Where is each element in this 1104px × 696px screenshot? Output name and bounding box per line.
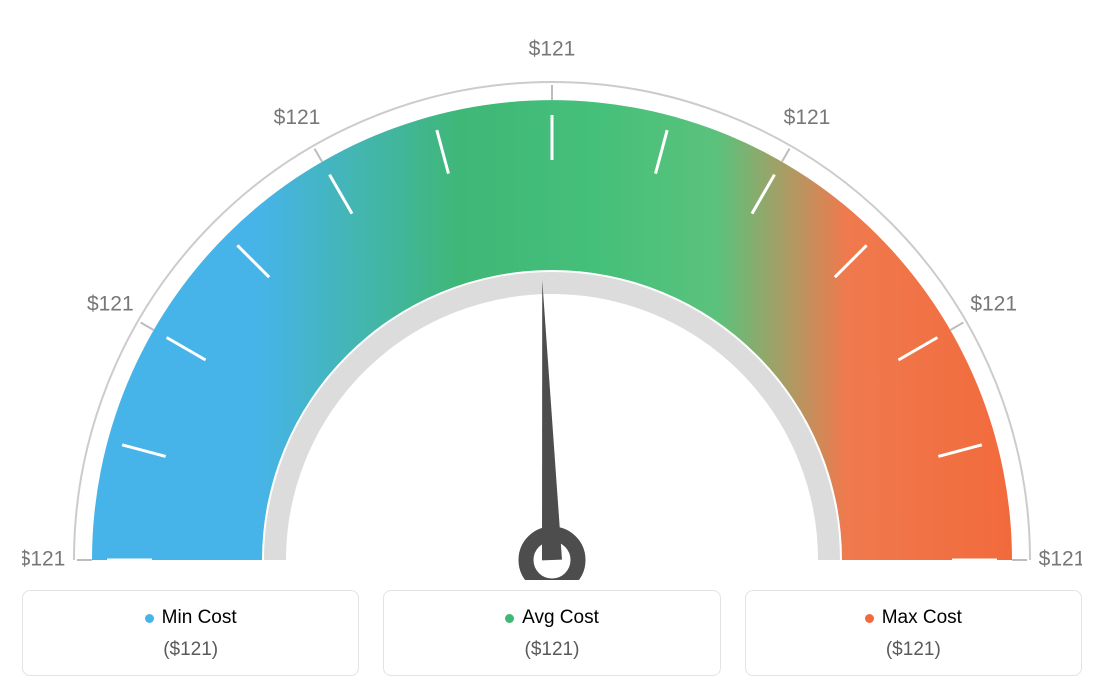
legend-title: Max Cost [865,607,962,629]
gauge-tick-label: $121 [22,548,65,571]
gauge-svg: $121 $121 $121 $121 $121 $121 $121 [22,20,1082,580]
legend-dot-icon [505,614,514,623]
gauge-chart: $121 $121 $121 $121 $121 $121 $121 [22,20,1082,580]
gauge-tick-label: $121 [970,293,1017,316]
legend-card: Min Cost ($121) [22,590,359,676]
legend-title: Avg Cost [505,607,599,629]
legend-card: Max Cost ($121) [745,590,1082,676]
gauge-needle [542,280,562,560]
gauge-tick-label: $121 [1039,548,1082,571]
legend-value: ($121) [23,639,358,661]
legend-title: Min Cost [145,607,237,629]
gauge-tick-label: $121 [274,106,321,129]
gauge-tick-label: $121 [529,38,576,61]
legend-value: ($121) [384,639,719,661]
legend-card: Avg Cost ($121) [383,590,720,676]
legend-dot-icon [145,614,154,623]
legend-label: Min Cost [162,607,237,629]
legend-label: Max Cost [882,607,962,629]
legend-label: Avg Cost [522,607,599,629]
gauge-tick-label: $121 [87,293,134,316]
legend-row: Min Cost ($121) Avg Cost ($121) Max Cost ($12… [22,590,1082,676]
legend-dot-icon [865,614,874,623]
gauge-tick-label: $121 [784,106,831,129]
legend-value: ($121) [746,639,1081,661]
